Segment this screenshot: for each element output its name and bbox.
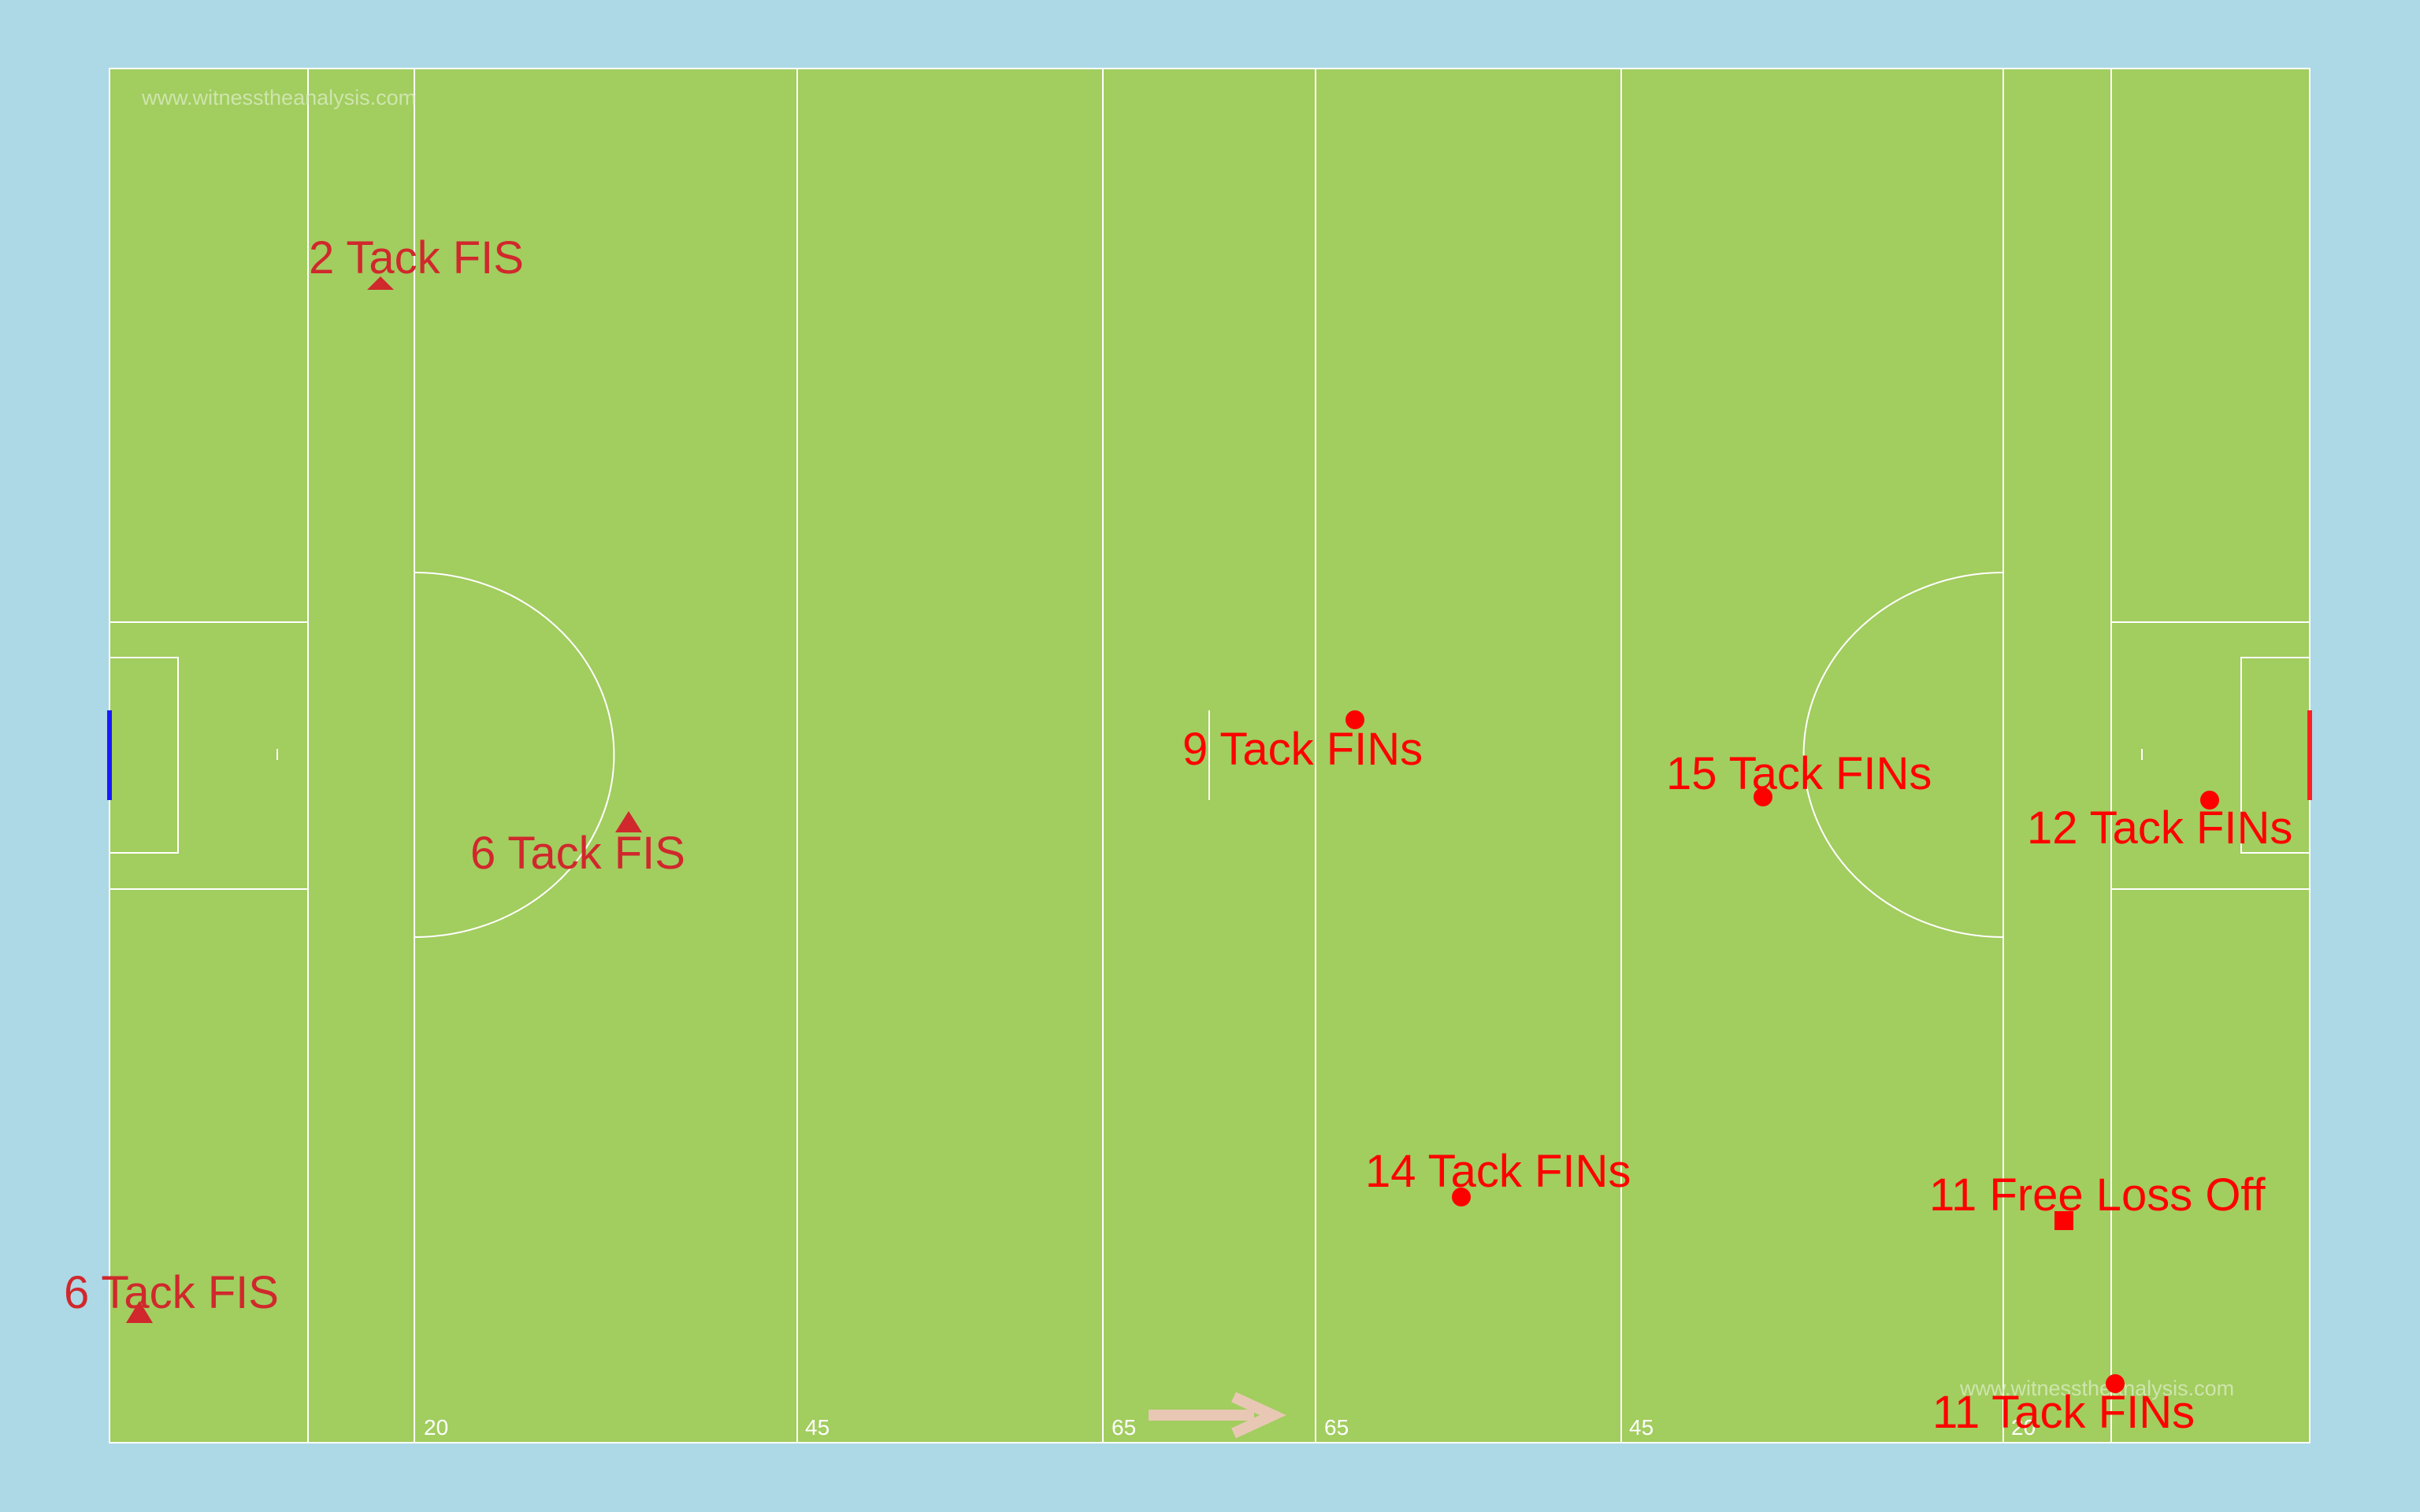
watermark-bottom: www.witnesstheanalysis.com bbox=[1959, 1377, 2234, 1400]
event-marker-square bbox=[2054, 1211, 2073, 1230]
label-right-65: 65 bbox=[1324, 1415, 1349, 1440]
label-left-65: 65 bbox=[1112, 1415, 1136, 1440]
event-label: 9 Tack FINs bbox=[1182, 724, 1423, 775]
event-label: 11 Tack FINs bbox=[1932, 1387, 2195, 1438]
event-label: 14 Tack FINs bbox=[1365, 1146, 1631, 1197]
event-marker-triangle bbox=[615, 811, 642, 832]
event-labels: 2 Tack FIS 6 Tack FIS 6 Tack FIS 9 Tack … bbox=[64, 232, 2292, 1438]
right-d-arc bbox=[1802, 572, 2004, 938]
event-marker-triangle bbox=[367, 276, 394, 290]
label-right-45: 45 bbox=[1629, 1415, 1654, 1440]
event-label: 11 Free Loss Off bbox=[1929, 1169, 2266, 1221]
event-marker-circle bbox=[1345, 710, 1364, 729]
event-marker-circle bbox=[1452, 1188, 1471, 1206]
event-label: 2 Tack FIS bbox=[309, 232, 524, 284]
attack-direction-arrow bbox=[1149, 1392, 1286, 1439]
label-right-20: 20 bbox=[2011, 1415, 2036, 1440]
line-labels: 20 45 65 65 45 20 bbox=[424, 1415, 2036, 1440]
event-label: 6 Tack FIS bbox=[64, 1267, 279, 1318]
event-label: 15 Tack FINs bbox=[1666, 748, 1932, 799]
label-left-45: 45 bbox=[805, 1415, 830, 1440]
event-marker-triangle bbox=[126, 1301, 153, 1323]
event-label: 12 Tack FINs bbox=[2027, 802, 2292, 854]
event-marker-circle bbox=[1754, 788, 1772, 806]
left-d-arc bbox=[414, 572, 615, 938]
event-marker-circle bbox=[2200, 791, 2219, 810]
event-markers bbox=[126, 276, 2219, 1393]
watermark-top: www.witnesstheanalysis.com bbox=[141, 86, 416, 109]
event-label: 6 Tack FIS bbox=[470, 828, 685, 879]
event-marker-circle bbox=[2106, 1374, 2125, 1393]
label-left-20: 20 bbox=[424, 1415, 448, 1440]
